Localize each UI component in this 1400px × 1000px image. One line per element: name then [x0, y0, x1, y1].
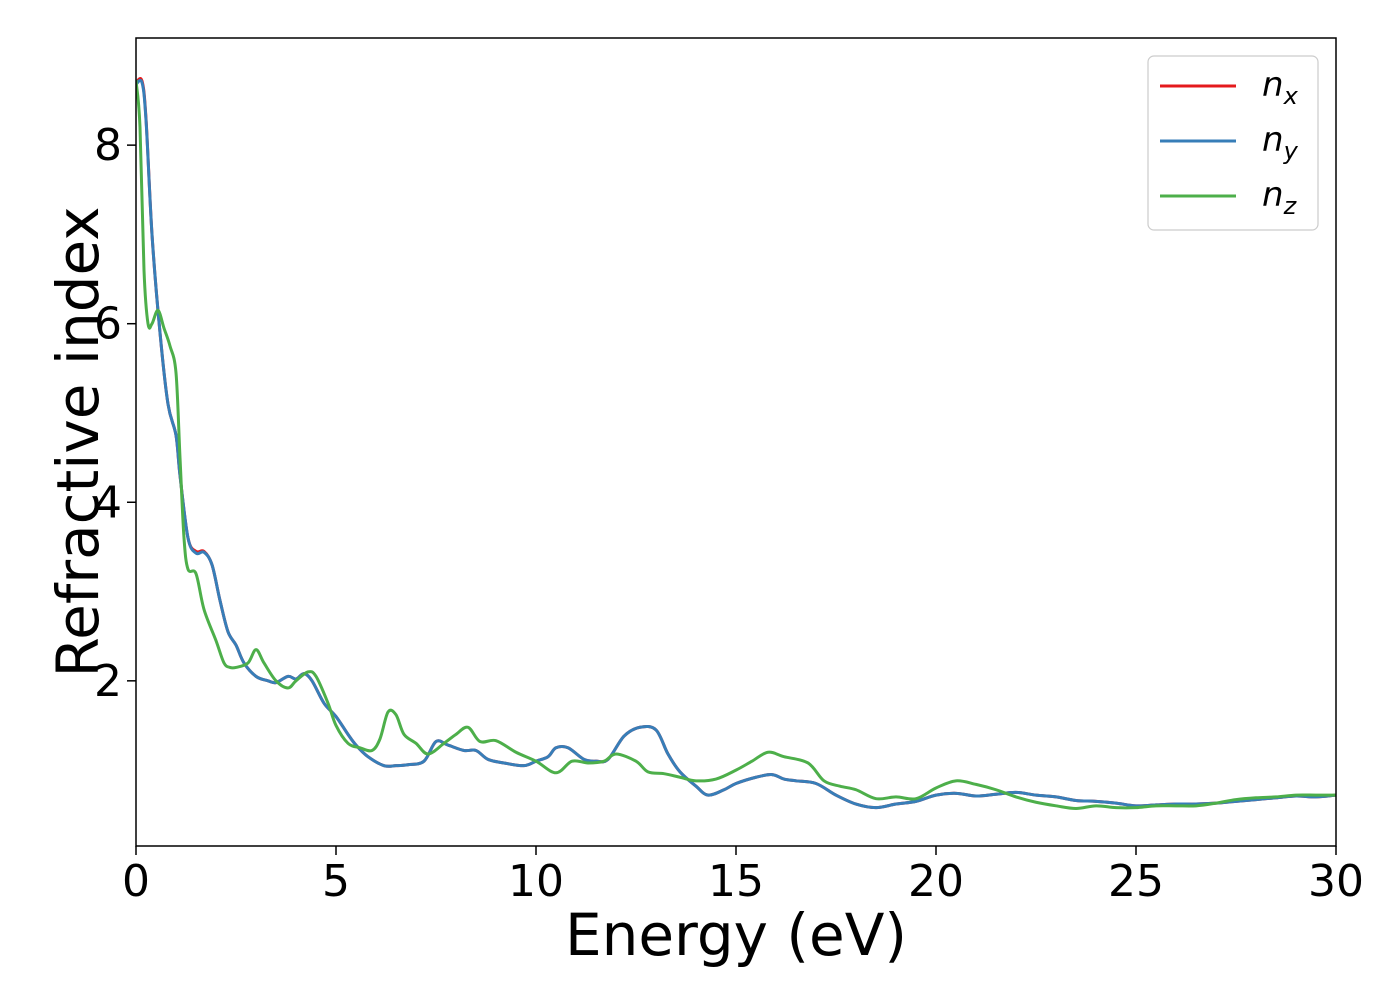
x-tick-label: 20	[908, 856, 964, 907]
y-ticks: 2 4 6 8	[94, 120, 136, 707]
x-tick-label: 30	[1308, 856, 1364, 907]
y-tick-label: 2	[94, 656, 122, 707]
x-axis-title: Energy (eV)	[565, 901, 907, 969]
legend-items: nx ny nz	[1160, 65, 1299, 220]
x-tick-label: 10	[508, 856, 564, 907]
legend: nx ny nz	[1147, 55, 1319, 231]
x-ticks: 0 5 10 15 20 25 30	[122, 846, 1364, 907]
y-tick-label: 6	[94, 299, 122, 350]
legend-label-y: ny	[1262, 120, 1299, 165]
legend-label-z: nz	[1262, 175, 1298, 220]
series-layer	[136, 77, 1336, 810]
y-tick-label: 4	[94, 477, 122, 528]
series-line-y	[136, 78, 1336, 810]
legend-label-x: nx	[1262, 65, 1299, 110]
x-tick-label: 25	[1108, 856, 1164, 907]
legend-frame	[1147, 55, 1319, 231]
y-tick-label: 8	[94, 120, 122, 171]
y-axis-title: Refractive index	[44, 206, 112, 677]
x-tick-label: 0	[122, 856, 150, 907]
series-line-z	[136, 79, 1336, 810]
x-tick-label: 15	[708, 856, 764, 907]
x-tick-label: 5	[322, 856, 350, 907]
